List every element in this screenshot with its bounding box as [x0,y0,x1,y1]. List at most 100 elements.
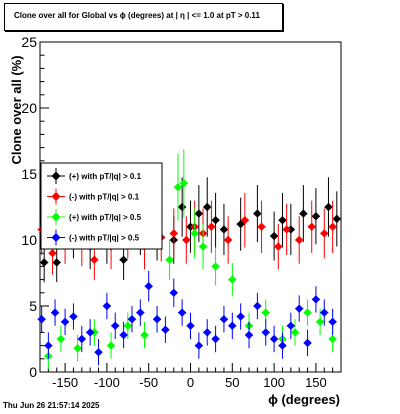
data-point [48,249,57,258]
data-point [182,235,191,245]
data-point [324,202,333,212]
data-point [69,312,78,321]
data-point [228,275,237,284]
data-point [39,258,49,267]
data-point [290,328,300,337]
legend-box [40,162,163,250]
x-tick-label: -50 [139,375,158,390]
data-point [50,308,60,317]
y-tick-label: 15 [21,166,37,182]
data-point [77,334,87,344]
x-tick-label: 150 [305,375,327,390]
data-point [294,304,304,313]
legend-label: (-) with pT/|q| > 0.1 [69,193,140,202]
data-point [90,255,99,264]
data-point [198,242,208,251]
legend-label: (-) with pT/|q| > 0.5 [69,234,140,243]
data-point [203,328,212,337]
y-tick-label: 20 [21,100,37,116]
data-point [119,255,128,264]
data-point [278,216,287,225]
data-point [332,214,342,224]
series-2 [44,149,337,370]
legend-label: (+) with pT/|q| > 0.5 [69,213,142,222]
data-point [311,295,321,304]
data-point [152,315,162,324]
data-point [56,334,66,344]
legend-marker [51,192,61,201]
data-point [211,216,220,225]
data-point [219,225,229,234]
data-point [73,344,82,353]
x-tick-label: 50 [225,375,239,390]
data-point [236,312,245,321]
x-tick-label: -150 [52,375,78,390]
data-point [119,330,128,340]
data-point [274,242,283,251]
data-point [123,321,132,330]
data-point [60,317,70,327]
data-point [106,341,116,350]
data-point [111,321,120,330]
y-tick-label: 0 [29,364,37,380]
legend-marker [51,171,61,181]
title-box: Clone over all for Global vs ϕ (degrees)… [4,3,283,31]
y-tick-label: 25 [21,34,37,50]
data-point [169,288,178,297]
data-point [165,255,174,264]
data-point [261,328,270,337]
data-point [328,222,337,231]
data-point [102,301,112,311]
data-point [211,334,220,344]
data-point [44,341,53,350]
data-point [303,338,312,348]
data-point [269,334,279,344]
data-point [303,308,312,317]
legend-marker [51,233,61,242]
x-axis-label: ϕ (degrees) [268,392,340,407]
data-point [85,328,95,337]
data-point [278,341,287,350]
legend-marker [51,212,61,222]
data-point [177,308,187,317]
data-point [203,202,212,212]
legend: (+) with pT/|q| > 0.1 (-) with pT/|q| > 0… [40,162,163,250]
data-point [269,231,279,241]
data-point [52,258,61,267]
data-point [286,321,296,330]
data-point [320,308,329,317]
y-tick-label: 5 [29,298,37,314]
data-point [320,229,329,238]
data-point [140,330,149,340]
data-point [328,317,337,327]
data-point [207,222,216,231]
data-point [190,229,199,238]
data-point [173,183,183,192]
chart-title: Clone over all for Global vs ϕ (degrees)… [14,11,260,20]
data-point [315,317,325,327]
data-point [328,334,337,344]
data-point [169,229,178,238]
legend-label: (+) with pT/|q| > 0.1 [69,172,142,181]
x-tick-label: 0 [187,375,194,390]
data-point [177,202,187,212]
data-point [311,212,321,221]
data-point [94,348,103,357]
data-point [223,235,233,245]
data-point [144,282,153,291]
data-point [294,235,304,245]
data-point [179,179,189,188]
data-point [307,222,316,231]
y-axis-label: Clone over all (%) [9,55,24,164]
data-point [244,330,254,340]
x-tick-label: -100 [94,375,120,390]
data-point [127,315,137,324]
x-tick-label: 100 [263,375,285,390]
data-point [257,222,266,231]
data-point [253,301,262,311]
data-point [161,325,170,334]
data-point [282,225,291,234]
data-point [240,216,250,225]
data-point [194,341,204,350]
